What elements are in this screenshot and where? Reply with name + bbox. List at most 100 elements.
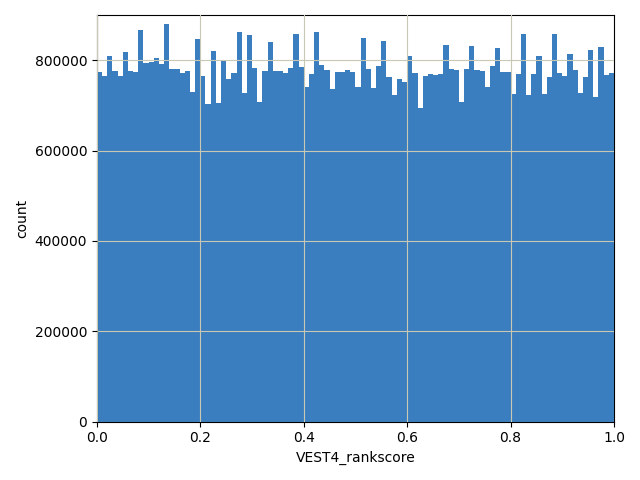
Bar xyxy=(190,92,195,421)
Bar xyxy=(273,71,278,421)
Bar xyxy=(257,102,262,421)
Bar xyxy=(484,87,490,421)
Bar xyxy=(185,71,190,421)
Bar xyxy=(293,34,299,421)
Bar xyxy=(428,74,433,421)
Bar xyxy=(459,102,464,421)
X-axis label: VEST4_rankscore: VEST4_rankscore xyxy=(296,451,415,465)
Bar xyxy=(164,24,170,421)
Bar xyxy=(242,93,247,421)
Bar xyxy=(454,70,459,421)
Bar xyxy=(304,87,309,421)
Bar xyxy=(474,70,479,421)
Bar xyxy=(422,76,428,421)
Bar xyxy=(340,72,345,421)
Bar xyxy=(417,108,422,421)
Bar xyxy=(495,48,500,421)
Bar xyxy=(387,77,392,421)
Bar xyxy=(113,72,118,421)
Bar xyxy=(237,32,242,421)
Bar xyxy=(438,74,444,421)
Bar xyxy=(593,97,598,421)
Bar xyxy=(511,94,516,421)
Bar xyxy=(128,72,133,421)
Bar xyxy=(552,34,557,421)
Bar xyxy=(366,69,371,421)
Bar xyxy=(278,71,283,421)
Bar xyxy=(521,34,526,421)
Bar xyxy=(97,72,102,421)
Bar xyxy=(299,67,304,421)
Bar xyxy=(200,76,205,421)
Bar xyxy=(118,76,123,421)
Bar xyxy=(324,70,330,421)
Bar xyxy=(469,46,474,421)
Bar xyxy=(175,69,180,421)
Bar xyxy=(148,62,154,421)
Bar xyxy=(108,56,113,421)
Bar xyxy=(221,60,226,421)
Bar xyxy=(345,70,350,421)
Bar xyxy=(268,42,273,421)
Bar xyxy=(412,73,417,421)
Bar xyxy=(516,74,521,421)
Bar xyxy=(154,58,159,421)
Bar xyxy=(288,68,293,421)
Bar xyxy=(102,76,108,421)
Bar xyxy=(314,32,319,421)
Bar xyxy=(598,47,604,421)
Bar xyxy=(563,76,568,421)
Y-axis label: count: count xyxy=(15,199,29,238)
Bar xyxy=(350,72,355,421)
Bar xyxy=(536,56,541,421)
Bar xyxy=(547,77,552,421)
Bar xyxy=(309,73,314,421)
Bar xyxy=(247,35,252,421)
Bar xyxy=(402,82,407,421)
Bar xyxy=(360,38,366,421)
Bar xyxy=(231,73,237,421)
Bar xyxy=(583,77,588,421)
Bar xyxy=(531,74,536,421)
Bar xyxy=(433,75,438,421)
Bar xyxy=(252,68,257,421)
Bar xyxy=(216,103,221,421)
Bar xyxy=(355,87,360,421)
Bar xyxy=(376,66,381,421)
Bar xyxy=(319,65,324,421)
Bar xyxy=(449,69,454,421)
Bar xyxy=(541,94,547,421)
Bar xyxy=(397,79,402,421)
Bar xyxy=(407,56,412,421)
Bar xyxy=(588,50,593,421)
Bar xyxy=(170,69,175,421)
Bar xyxy=(604,74,609,421)
Bar xyxy=(143,63,148,421)
Bar xyxy=(262,72,268,421)
Bar xyxy=(464,69,469,421)
Bar xyxy=(568,54,573,421)
Bar xyxy=(205,104,211,421)
Bar xyxy=(381,41,387,421)
Bar xyxy=(526,95,531,421)
Bar xyxy=(133,72,138,421)
Bar xyxy=(211,51,216,421)
Bar xyxy=(578,93,583,421)
Bar xyxy=(444,46,449,421)
Bar xyxy=(557,73,563,421)
Bar xyxy=(180,73,185,421)
Bar xyxy=(226,79,231,421)
Bar xyxy=(371,88,376,421)
Bar xyxy=(159,64,164,421)
Bar xyxy=(392,95,397,421)
Bar xyxy=(123,52,128,421)
Bar xyxy=(500,72,506,421)
Bar xyxy=(195,38,200,421)
Bar xyxy=(479,71,484,421)
Bar xyxy=(335,72,340,421)
Bar xyxy=(330,89,335,421)
Bar xyxy=(490,66,495,421)
Bar xyxy=(573,70,578,421)
Bar xyxy=(138,30,143,421)
Bar xyxy=(609,73,614,421)
